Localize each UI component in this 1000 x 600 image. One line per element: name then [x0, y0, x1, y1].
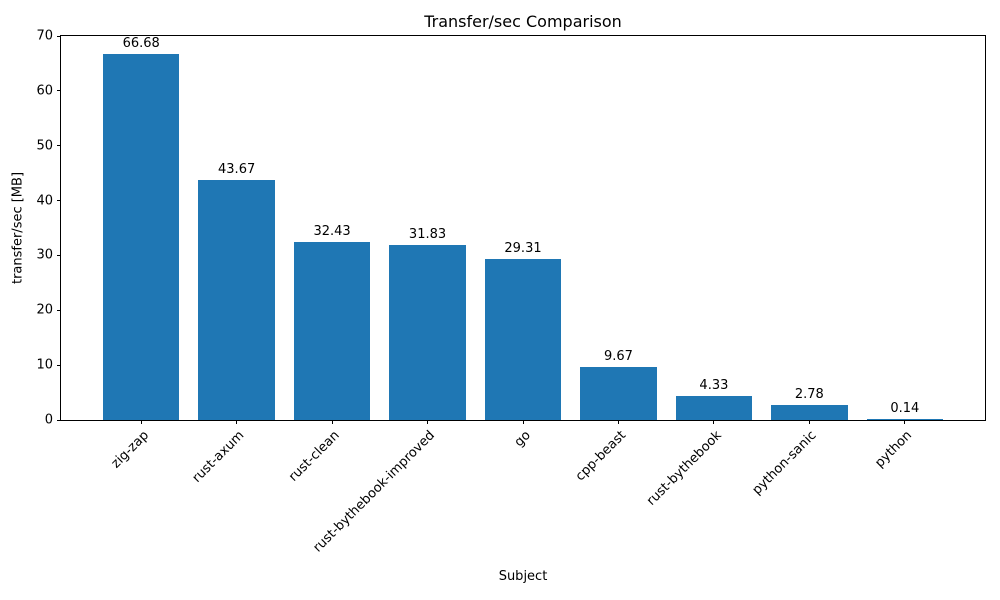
x-axis-label: Subject: [498, 569, 548, 584]
x-tick-mark: [904, 420, 906, 424]
y-tick-label-20: 20: [36, 302, 53, 318]
plot-area: 66.68 zig-zap 43.67 rust-axum 32.43 rust-clea…: [36, 29, 986, 555]
bar-value-label: 0.14: [890, 401, 920, 417]
x-tick-label-text: rust-axum: [189, 428, 248, 486]
bar-value-label: 4.33: [699, 378, 729, 394]
y-tick-label-40: 40: [36, 193, 53, 209]
x-tick-mark: [617, 420, 619, 424]
x-tick-mark: [808, 420, 810, 424]
y-tick-mark: [57, 90, 61, 92]
y-tick-mark: [57, 309, 61, 311]
y-tick-label-10: 10: [36, 357, 53, 373]
bar-rust-bythebook-improved: [389, 245, 466, 420]
bar-zig-zap: [103, 54, 180, 420]
x-tick-mark: [236, 420, 238, 424]
bar-value-label: 9.67: [603, 348, 633, 364]
bar-value-label: 43.67: [218, 162, 256, 178]
bar-value-label: 31.83: [408, 227, 447, 243]
y-axis-label: transfer/sec [MB]: [10, 171, 26, 285]
y-tick-label-0: 0: [44, 412, 53, 428]
x-tick-label-text: rust-bythebook: [643, 428, 725, 509]
bar-value-label: 66.68: [122, 36, 160, 52]
x-tick-mark: [331, 420, 333, 424]
y-tick-label-60: 60: [36, 83, 53, 99]
y-tick-label-50: 50: [36, 138, 53, 154]
y-tick-mark: [57, 254, 61, 256]
bar-go: [484, 259, 562, 420]
chart-title: Transfer/sec Comparison: [424, 12, 622, 31]
bar-rust-axum: [198, 180, 275, 420]
x-tick-mark: [140, 420, 142, 424]
x-tick-mark: [713, 420, 715, 424]
y-tick-label-30: 30: [36, 247, 53, 263]
bar-value-label: 2.78: [794, 386, 824, 402]
bar-cpp-beast: [580, 366, 657, 420]
x-tick-label-text: zig-zap: [108, 428, 152, 472]
x-tick-label-text: python-sanic: [750, 428, 820, 498]
x-tick-label-text: python: [872, 428, 916, 471]
y-tick-mark: [57, 200, 61, 202]
x-tick-label-text: cpp-beast: [572, 428, 630, 485]
x-tick-label-text: go: [511, 428, 534, 451]
y-tick-mark: [57, 35, 61, 37]
y-tick-mark: [57, 145, 61, 147]
x-tick-label-text: rust-clean: [286, 428, 343, 485]
bar-python: [866, 419, 943, 420]
bar-value-label: 29.31: [504, 241, 542, 257]
y-tick-mark: [57, 419, 61, 421]
bar-rust-clean: [293, 242, 371, 420]
y-tick-label-70: 70: [36, 28, 53, 44]
bar-rust-bythebook: [675, 396, 753, 420]
bar-value-label: 32.43: [313, 224, 351, 240]
x-tick-mark: [522, 420, 524, 424]
y-tick-mark: [57, 364, 61, 366]
x-tick-mark: [427, 420, 429, 424]
bar-python-sanic: [771, 404, 848, 420]
